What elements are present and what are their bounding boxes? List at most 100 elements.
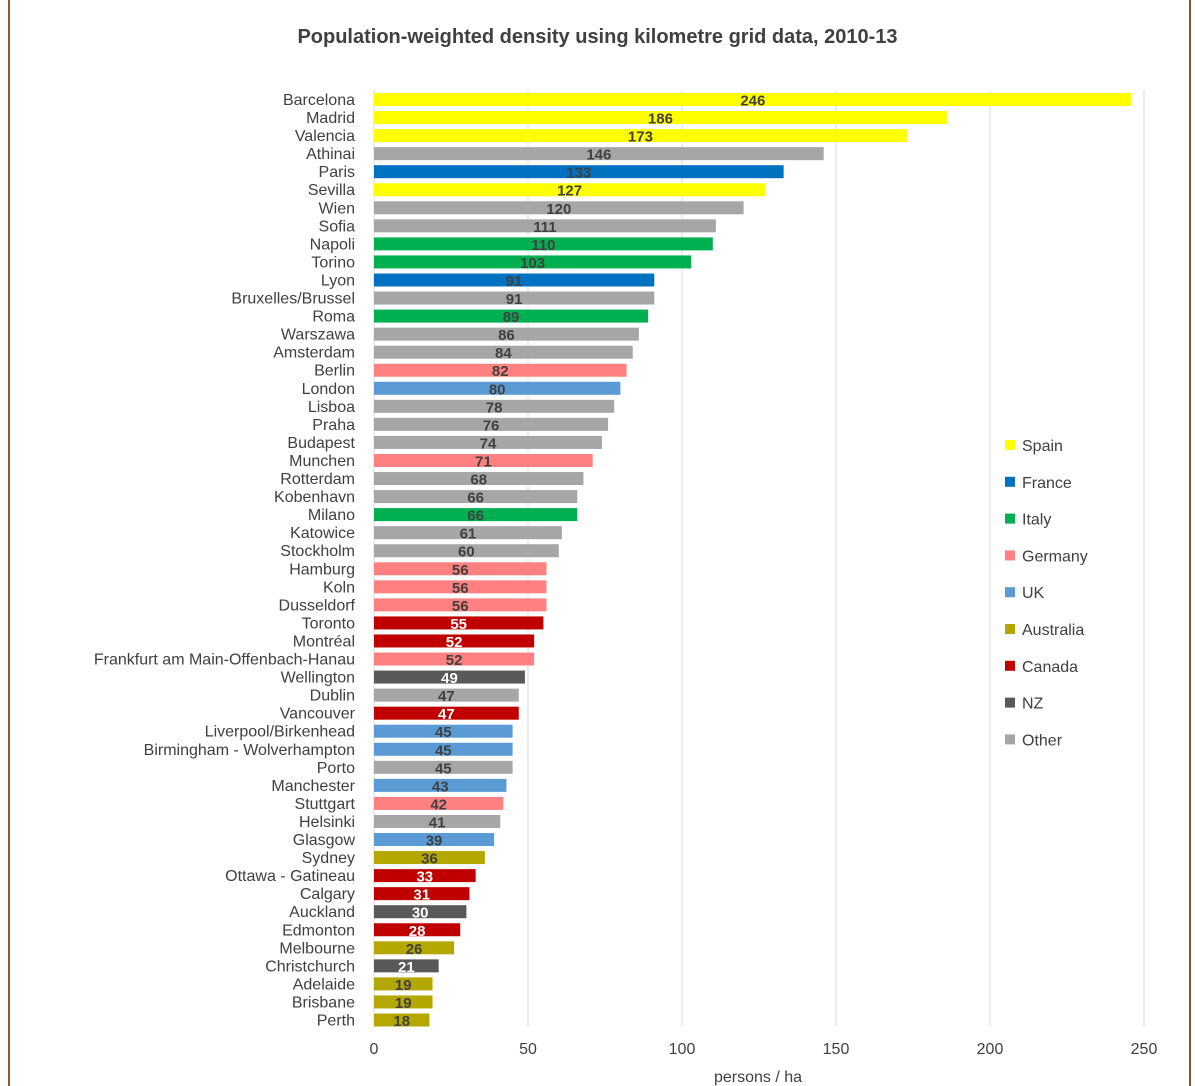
category-label: Glasgow: [293, 832, 356, 849]
data-label: 43: [432, 778, 449, 795]
data-label: 31: [413, 887, 430, 904]
category-label: Liverpool/Birkenhead: [205, 724, 355, 741]
data-label: 103: [520, 255, 545, 272]
legend-label: Germany: [1022, 548, 1088, 565]
bar: [374, 147, 824, 161]
category-label: Sevilla: [308, 182, 355, 199]
category-label: Athinai: [306, 146, 355, 163]
category-label: Calgary: [300, 886, 355, 903]
x-tick-label: 50: [519, 1041, 537, 1058]
category-label: Dublin: [310, 688, 355, 705]
bar: [374, 111, 947, 125]
category-label: Wien: [319, 200, 355, 217]
legend-swatch: [1005, 660, 1015, 671]
bar: [374, 219, 716, 233]
bar: [374, 706, 519, 720]
data-label: 186: [648, 111, 673, 128]
data-label: 33: [416, 869, 433, 886]
category-label: Lyon: [321, 272, 355, 289]
category-label: Brisbane: [292, 994, 355, 1011]
data-label: 61: [460, 526, 477, 543]
category-label: Kobenhavn: [274, 489, 355, 506]
legend-swatch: [1005, 550, 1015, 561]
category-label: Montréal: [293, 633, 355, 650]
data-label: 49: [441, 670, 458, 687]
legend-label: Italy: [1022, 512, 1051, 529]
category-label: Warszawa: [281, 327, 355, 344]
category-label: Perth: [317, 1013, 355, 1030]
bar: [374, 508, 578, 522]
legend-swatch: [1005, 624, 1015, 634]
bar: [374, 93, 1132, 106]
bar: [374, 309, 649, 323]
category-label: Munchen: [289, 453, 355, 470]
category-label: Bruxelles/Brussel: [231, 291, 355, 308]
data-label: 39: [426, 833, 443, 850]
category-labels: BarcelonaMadridValenciaAthinaiParisSevil…: [94, 92, 356, 1030]
bar: [374, 1013, 430, 1027]
bar: [374, 562, 547, 576]
category-label: Vancouver: [280, 706, 356, 723]
bar: [374, 670, 525, 684]
data-label: 110: [531, 237, 555, 254]
data-label: 41: [429, 814, 446, 831]
bar: [374, 941, 455, 955]
data-label: 45: [435, 724, 452, 741]
data-label: 120: [546, 201, 571, 218]
x-tick-label: 250: [1131, 1041, 1158, 1058]
category-label: Christchurch: [265, 958, 355, 975]
data-label: 47: [438, 706, 455, 723]
data-label: 66: [467, 490, 484, 507]
bar: [374, 851, 485, 865]
category-label: Milano: [308, 507, 355, 524]
bar: [374, 273, 655, 287]
category-label: Stockholm: [280, 543, 355, 560]
data-label: 146: [586, 147, 611, 164]
bar: [374, 165, 784, 179]
bar: [374, 742, 513, 756]
data-label: 52: [446, 652, 463, 669]
bar: [374, 923, 461, 937]
bar: [374, 995, 433, 1009]
data-label: 45: [435, 742, 452, 759]
x-tick-label: 100: [669, 1041, 696, 1058]
bar: [374, 291, 655, 305]
category-label: Praha: [312, 417, 355, 434]
legend-label: Spain: [1022, 438, 1063, 455]
data-label: 55: [450, 616, 467, 633]
data-label: 26: [406, 941, 423, 958]
category-label: Koln: [323, 579, 355, 596]
category-label: Melbourne: [279, 940, 355, 957]
category-label: Ottawa - Gatineau: [225, 868, 355, 885]
chart-title: Population-weighted density using kilome…: [297, 26, 898, 48]
bar: [374, 363, 627, 377]
data-label: 28: [409, 923, 426, 940]
bar: [374, 453, 593, 467]
bar: [374, 760, 513, 774]
category-label: Porto: [317, 760, 355, 777]
legend-swatch: [1005, 476, 1015, 487]
legend-label: Canada: [1022, 659, 1078, 676]
bar: [374, 814, 501, 828]
legend-swatch: [1005, 440, 1015, 450]
bar: [374, 490, 578, 504]
category-label: Adelaide: [293, 976, 355, 993]
data-label: 19: [395, 977, 412, 994]
legend: Spain France Italy Germany UK Australia Canada…: [1005, 438, 1088, 749]
data-label: 80: [489, 381, 506, 398]
data-label: 52: [446, 634, 463, 651]
data-label: 47: [438, 688, 455, 705]
data-label: 89: [503, 309, 520, 326]
category-label: Katowice: [290, 525, 355, 542]
data-label: 56: [452, 562, 469, 579]
category-label: Torino: [311, 254, 355, 271]
bar: [374, 345, 633, 359]
data-label: 76: [483, 417, 500, 434]
category-label: Helsinki: [299, 814, 355, 831]
legend-swatch: [1005, 697, 1015, 708]
category-label: Roma: [312, 309, 355, 326]
bar: [374, 472, 584, 486]
category-label: Sofia: [319, 218, 356, 235]
category-label: Hamburg: [289, 561, 355, 578]
